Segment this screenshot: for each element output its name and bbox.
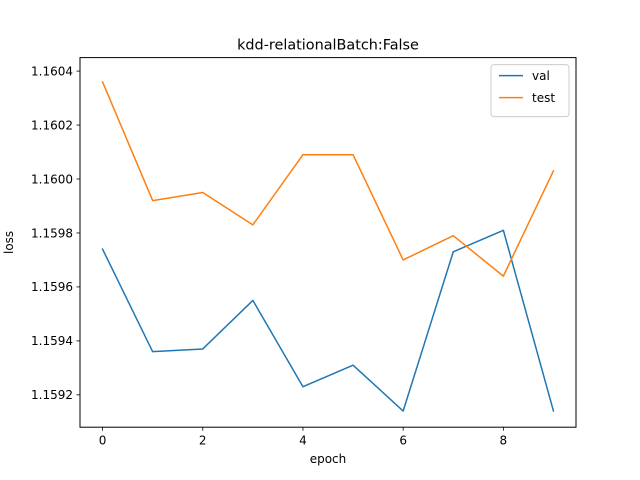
x-tick-label: 2: [199, 434, 207, 448]
plot-area: [80, 57, 576, 428]
x-axis-label: epoch: [310, 452, 347, 466]
y-tick-label: 1.1604: [31, 64, 73, 78]
y-tick-label: 1.1600: [31, 172, 73, 186]
legend-label-test: test: [532, 91, 555, 105]
chart-title: kdd-relationalBatch:False: [237, 38, 419, 54]
x-tick-label: 8: [500, 434, 508, 448]
legend: val test: [490, 64, 570, 118]
y-axis-ticks: 1.1592 1.1594 1.1596 1.1598 1.1600 1.1602 1.16…: [31, 64, 80, 402]
x-tick-label: 6: [399, 434, 407, 448]
y-tick-label: 1.1596: [31, 280, 73, 294]
series-layer: [101, 80, 555, 412]
legend-label-val: val: [532, 69, 550, 83]
y-tick-label: 1.1594: [31, 334, 73, 348]
x-axis-ticks: 0 2 4 6 8: [99, 427, 507, 448]
series-line-val: [101, 229, 555, 412]
y-axis-label: loss: [2, 231, 16, 254]
series-line-test: [101, 80, 555, 277]
x-tick-label: 4: [299, 434, 307, 448]
y-tick-label: 1.1602: [31, 118, 73, 132]
y-tick-label: 1.1598: [31, 226, 73, 240]
legend-box: [490, 64, 570, 118]
y-tick-label: 1.1592: [31, 388, 73, 402]
x-tick-label: 0: [99, 434, 107, 448]
axes-frame: [79, 57, 577, 428]
